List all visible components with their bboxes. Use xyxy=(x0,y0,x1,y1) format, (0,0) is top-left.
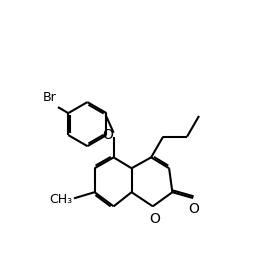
Text: Br: Br xyxy=(43,91,57,104)
Text: O: O xyxy=(188,202,199,216)
Text: CH₃: CH₃ xyxy=(50,193,73,206)
Text: O: O xyxy=(149,212,160,226)
Text: O: O xyxy=(102,128,113,142)
